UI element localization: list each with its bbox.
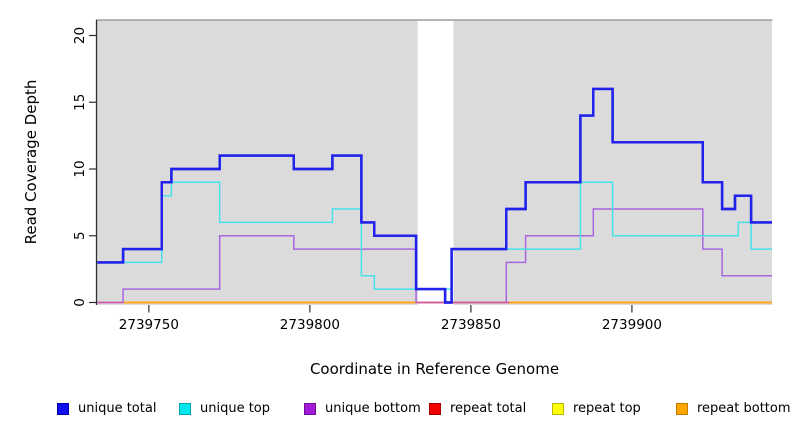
y-tick-label: 5 — [72, 231, 88, 240]
y-tick-label: 20 — [72, 27, 88, 44]
legend-item-repeat-top: repeat top — [552, 398, 641, 420]
unique-top-swatch-icon — [179, 403, 191, 415]
legend-item-repeat-total: repeat total — [429, 398, 526, 420]
legend-item-unique-top: unique top — [179, 398, 270, 420]
legend: unique total unique top unique bottom re… — [0, 398, 792, 420]
unique-bottom-swatch-icon — [304, 403, 316, 415]
y-axis-title: Read Coverage Depth — [22, 80, 40, 245]
legend-label: repeat total — [450, 401, 527, 416]
legend-label: repeat top — [573, 401, 641, 416]
x-tick-label: 2739900 — [602, 317, 662, 333]
legend-label: unique bottom — [325, 401, 421, 416]
plot-area: 0 5 10 15 20 2739750 2739800 2739850 2739900 Coor… — [22, 19, 773, 378]
x-axis-title: Coordinate in Reference Genome — [310, 360, 559, 378]
series-unique-bottom — [97, 208, 772, 304]
series-unique-total-top — [97, 87, 772, 304]
no-data-gap-band — [417, 20, 454, 306]
repeat-bottom-swatch-icon — [676, 403, 688, 415]
y-tick-label: 15 — [72, 94, 88, 111]
legend-item-unique-total: unique total — [57, 398, 156, 420]
legend-label: unique total — [78, 401, 157, 416]
x-tick-label: 2739850 — [441, 317, 501, 333]
series-unique-top — [97, 181, 772, 290]
legend-item-unique-bottom: unique bottom — [304, 398, 421, 420]
repeat-total-swatch-icon — [429, 403, 441, 415]
y-tick-label: 0 — [72, 298, 88, 307]
x-tick-label: 2739750 — [119, 317, 179, 333]
repeat-top-swatch-icon — [552, 403, 564, 415]
legend-label: unique top — [200, 401, 271, 416]
legend-item-repeat-bottom: repeat bottom — [676, 398, 791, 420]
legend-label: repeat bottom — [697, 401, 791, 416]
unique-total-swatch-icon — [57, 403, 69, 415]
x-tick-label: 2739800 — [280, 317, 340, 333]
y-tick-label: 10 — [72, 160, 88, 177]
